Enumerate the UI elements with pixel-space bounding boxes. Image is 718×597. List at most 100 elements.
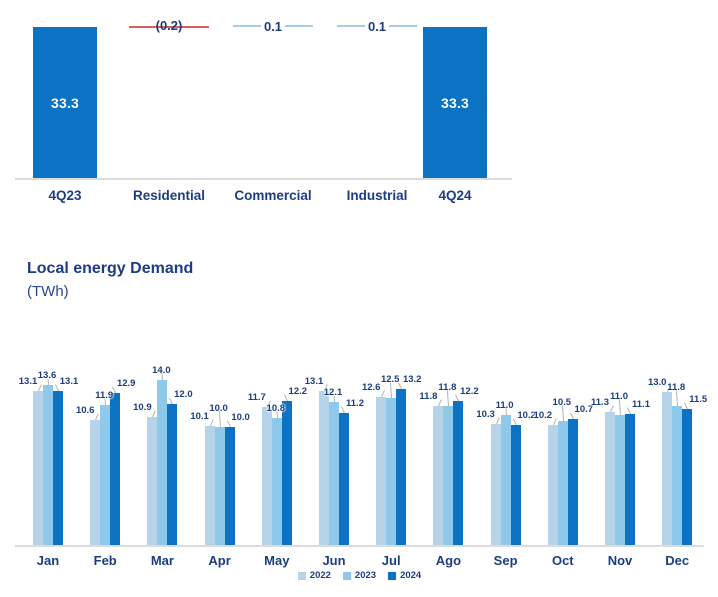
legend-item-2023: 2023 [342, 570, 377, 581]
bar-value-label: 11.0 [610, 391, 628, 403]
bar-value-label: 10.5 [552, 397, 572, 409]
bar-value-label: 13.6 [37, 369, 57, 381]
bar-2024-may [281, 401, 292, 545]
waterfall-delta-value: (0.2) [155, 18, 183, 33]
bar-value-label: 10.7 [574, 403, 594, 415]
bar-2024-jul [396, 389, 407, 545]
bar-value-label: 12.1 [323, 387, 343, 399]
waterfall-bar-4q24: 33.3 [423, 27, 487, 178]
bar-value-label: 11.9 [95, 389, 114, 401]
bar-2022-nov [605, 411, 615, 545]
bar-value-label: 12.9 [116, 377, 136, 389]
bar-2024-jan [53, 390, 63, 545]
bar-value-label: 10.0 [209, 403, 228, 415]
bar-2022-jun [319, 390, 329, 545]
waterfall-delta-commercial: 0.1 [233, 18, 314, 34]
bar-2024-apr [224, 427, 235, 545]
delta-connector-line [285, 25, 314, 27]
bar-2022-sep [490, 423, 501, 545]
bar-2023-ago [443, 405, 454, 545]
bar-value-label: 11.0 [495, 400, 514, 412]
legend-swatch-icon [342, 571, 351, 580]
legend-swatch-icon [388, 571, 397, 580]
bar-value-label: 13.1 [18, 375, 38, 387]
bar-value-label: 11.5 [689, 394, 708, 406]
month-label-nov: Nov [607, 553, 633, 568]
bar-2022-may [261, 407, 272, 545]
bar-2023-apr [214, 427, 225, 545]
bar-2023-feb [100, 404, 111, 545]
bar-2022-jan [33, 390, 43, 545]
waterfall-category-4q23: 4Q23 [48, 188, 82, 203]
bar-2024-feb [110, 392, 121, 545]
series-legend: 2022 2023 2024 [15, 570, 704, 581]
bar-2023-mar [157, 380, 168, 545]
delta-connector-line [129, 26, 209, 28]
bar-value-label: 13.2 [402, 374, 422, 386]
waterfall-category-residential: Residential [132, 188, 206, 203]
bar-value-label: 12.5 [380, 373, 400, 385]
bar-value-label: 10.8 [266, 402, 286, 414]
month-label-sep: Sep [493, 553, 518, 568]
month-label-feb: Feb [93, 553, 117, 568]
waterfall-delta-value: 0.1 [367, 18, 387, 34]
bar-2023-dec [672, 405, 683, 545]
month-label-mar: Mar [150, 553, 174, 568]
waterfall-delta-value: 0.1 [263, 18, 283, 34]
month-label-jun: Jun [322, 553, 346, 568]
month-label-jul: Jul [381, 553, 401, 568]
bar-value-label: 10.6 [75, 405, 95, 417]
bar-2024-oct [567, 418, 578, 545]
waterfall-category-commercial: Commercial [234, 188, 312, 203]
month-label-jan: Jan [36, 553, 60, 568]
legend-label: 2022 [309, 570, 331, 581]
bar-2022-oct [547, 424, 558, 545]
bar-2022-dec [662, 391, 673, 545]
bar-2023-jan [43, 384, 53, 545]
waterfall-delta-residential: (0.2) [129, 18, 209, 34]
bar-2024-nov [625, 414, 635, 545]
month-label-may: May [264, 553, 290, 568]
waterfall-category-4q24: 4Q24 [438, 188, 472, 203]
waterfall-bar-4q23: 33.3 [33, 27, 97, 178]
bar-2023-may [271, 417, 282, 545]
bar-2024-ago [453, 401, 464, 545]
bar-2022-apr [204, 425, 215, 545]
chart-title: Local energy Demand [27, 260, 194, 277]
bar-2022-jul [376, 396, 387, 545]
bar-value-label: 12.2 [288, 386, 308, 398]
legend-item-2024: 2024 [388, 570, 421, 581]
bar-value-label: 11.1 [632, 399, 650, 411]
waterfall-value-label: 33.3 [440, 94, 470, 111]
bar-2023-oct [557, 421, 568, 545]
bar-value-label: 11.2 [346, 398, 364, 409]
month-label-dec: Dec [665, 553, 690, 568]
bar-2023-jun [329, 402, 339, 545]
month-label-oct: Oct [551, 553, 574, 568]
bar-value-label: 13.1 [59, 375, 79, 387]
bar-2023-sep [500, 415, 511, 545]
legend-label: 2024 [400, 570, 422, 581]
bar-value-label: 12.2 [460, 386, 479, 398]
delta-connector-line [337, 25, 365, 27]
month-label-apr: Apr [208, 553, 231, 568]
monthly-axis-line [15, 545, 704, 547]
delta-connector-line [233, 25, 261, 27]
bar-2022-mar [147, 416, 158, 545]
bar-value-label: 14.0 [152, 365, 171, 376]
waterfall-delta-industrial: 0.1 [337, 18, 418, 34]
bar-2024-mar [167, 403, 178, 545]
bar-value-label: 10.2 [533, 409, 553, 421]
bar-value-label: 13.0 [647, 376, 667, 388]
chart-title-block: Local energy Demand (TWh) [27, 260, 193, 300]
waterfall-category-industrial: Industrial [346, 188, 408, 203]
legend-label: 2023 [354, 570, 377, 581]
bar-value-label: 11.8 [667, 381, 686, 393]
waterfall-value-label: 33.3 [50, 94, 80, 111]
bar-2023-nov [615, 415, 625, 545]
bar-2023-jul [386, 397, 397, 545]
bar-value-label: 11.3 [591, 396, 609, 408]
bar-value-label: 11.8 [438, 381, 457, 393]
bar-value-label: 10.3 [476, 408, 495, 420]
